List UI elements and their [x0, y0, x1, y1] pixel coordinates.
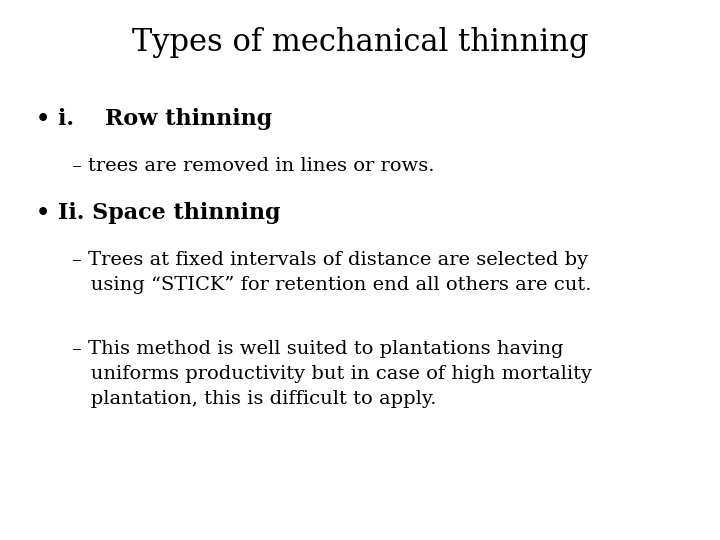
Text: – trees are removed in lines or rows.: – trees are removed in lines or rows.	[72, 157, 434, 174]
Text: • Ii. Space thinning: • Ii. Space thinning	[36, 202, 281, 225]
Text: Types of mechanical thinning: Types of mechanical thinning	[132, 27, 588, 58]
Text: – Trees at fixed intervals of distance are selected by
   using “STICK” for rete: – Trees at fixed intervals of distance a…	[72, 251, 592, 294]
Text: • i.    Row thinning: • i. Row thinning	[36, 108, 272, 130]
Text: – This method is well suited to plantations having
   uniforms productivity but : – This method is well suited to plantati…	[72, 340, 592, 408]
